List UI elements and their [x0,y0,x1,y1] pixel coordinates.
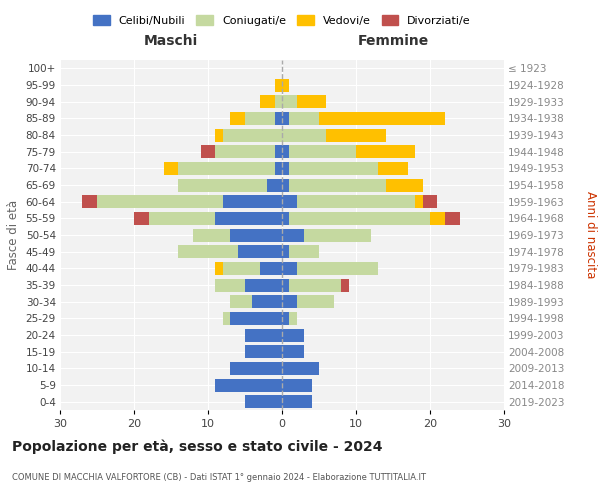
Bar [289,112,319,125]
Bar [282,95,297,108]
Bar [230,228,282,241]
Bar [282,378,311,392]
Bar [275,112,282,125]
Bar [282,112,289,125]
Bar [215,378,282,392]
Bar [282,245,289,258]
Bar [82,195,97,208]
Bar [164,162,178,175]
Bar [282,195,297,208]
Bar [356,145,415,158]
Bar [289,162,378,175]
Bar [193,228,230,241]
Bar [275,145,282,158]
Bar [282,312,289,325]
Bar [230,295,253,308]
Bar [297,195,415,208]
Text: Femmine: Femmine [358,34,428,48]
Text: Maschi: Maschi [144,34,198,48]
Bar [275,78,282,92]
Bar [245,328,282,342]
Bar [445,212,460,225]
Bar [282,362,319,375]
Bar [282,395,311,408]
Bar [223,195,282,208]
Y-axis label: Anni di nascita: Anni di nascita [584,192,598,278]
Bar [149,212,215,225]
Bar [378,162,408,175]
Bar [341,278,349,291]
Bar [245,278,282,291]
Bar [282,178,289,192]
Bar [215,278,245,291]
Bar [215,212,282,225]
Bar [134,212,149,225]
Bar [238,245,282,258]
Bar [282,78,289,92]
Bar [230,362,282,375]
Bar [97,195,223,208]
Bar [223,128,282,141]
Bar [260,262,282,275]
Bar [245,345,282,358]
Bar [245,112,275,125]
Text: COMUNE DI MACCHIA VALFORTORE (CB) - Dati ISTAT 1° gennaio 2024 - Elaborazione TU: COMUNE DI MACCHIA VALFORTORE (CB) - Dati… [12,472,426,482]
Bar [200,145,215,158]
Bar [282,212,289,225]
Y-axis label: Fasce di età: Fasce di età [7,200,20,270]
Bar [282,328,304,342]
Bar [297,295,334,308]
Bar [289,145,356,158]
Bar [223,262,260,275]
Bar [230,112,245,125]
Bar [289,312,297,325]
Bar [230,312,282,325]
Bar [386,178,422,192]
Bar [260,95,275,108]
Bar [282,295,297,308]
Text: Popolazione per età, sesso e stato civile - 2024: Popolazione per età, sesso e stato civil… [12,440,383,454]
Bar [422,195,437,208]
Bar [304,228,371,241]
Bar [215,128,223,141]
Bar [282,128,326,141]
Bar [319,112,445,125]
Bar [282,278,289,291]
Bar [282,162,289,175]
Bar [282,145,289,158]
Bar [415,195,422,208]
Bar [178,245,238,258]
Legend: Celibi/Nubili, Coniugati/e, Vedovi/e, Divorziati/e: Celibi/Nubili, Coniugati/e, Vedovi/e, Di… [89,10,475,30]
Bar [282,262,297,275]
Bar [326,128,386,141]
Bar [297,262,378,275]
Bar [215,262,223,275]
Bar [289,212,430,225]
Bar [215,145,275,158]
Bar [282,228,304,241]
Bar [430,212,445,225]
Bar [289,178,386,192]
Bar [253,295,282,308]
Bar [178,178,267,192]
Bar [275,162,282,175]
Bar [267,178,282,192]
Bar [178,162,275,175]
Bar [282,345,304,358]
Bar [289,278,341,291]
Bar [275,95,282,108]
Bar [245,395,282,408]
Bar [297,95,326,108]
Bar [289,245,319,258]
Bar [223,312,230,325]
